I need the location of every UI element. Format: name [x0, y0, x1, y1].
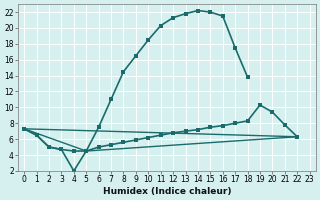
X-axis label: Humidex (Indice chaleur): Humidex (Indice chaleur): [103, 187, 231, 196]
